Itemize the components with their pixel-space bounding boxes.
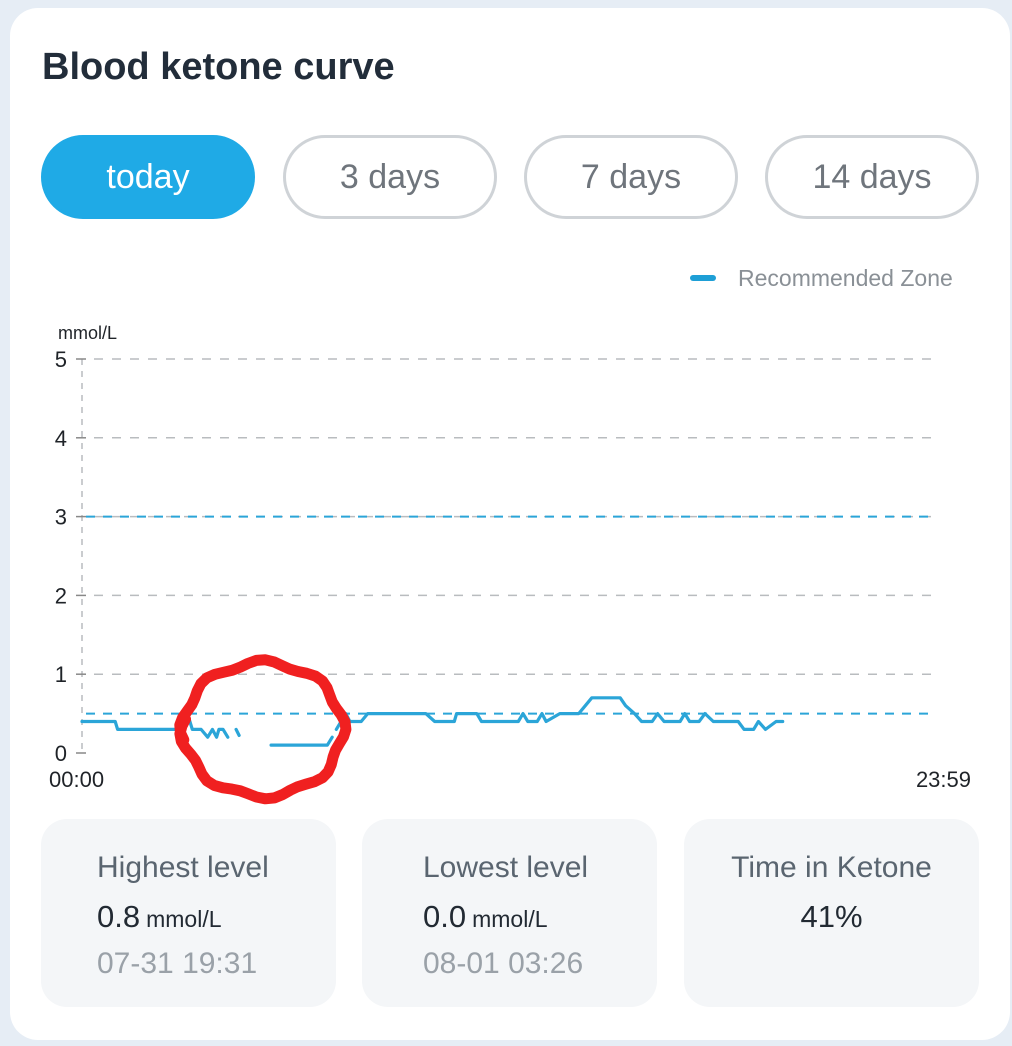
lowest-level-value: 0.0 — [423, 899, 467, 934]
y-tick-label: 0 — [55, 741, 67, 766]
y-tick-label: 4 — [55, 426, 67, 451]
lowest-level-title: Lowest level — [423, 851, 589, 884]
highest-level-unit: mmol/L — [146, 906, 222, 932]
lowest-level-time: 08-01 03:26 — [423, 947, 584, 980]
series-line-segment — [334, 696, 785, 731]
lowest-level-value-row: 0.0 mmol/L — [423, 899, 548, 935]
series-line-segment — [269, 735, 334, 747]
x-tick-label-start: 00:00 — [49, 767, 104, 792]
y-tick-label: 2 — [55, 583, 67, 608]
y-axis-unit-label: mmol/L — [58, 323, 117, 343]
legend-swatch — [690, 275, 716, 281]
ketone-chart: 0 1 2 3 4 5 mmol/L 00:00 23:59 — [49, 323, 971, 805]
y-tick-label: 3 — [55, 505, 67, 530]
highest-level-card: Highest level 0.8 mmol/L 07-31 19:31 — [41, 819, 336, 1007]
highest-level-title: Highest level — [97, 851, 269, 884]
red-circle-annotation — [174, 654, 352, 805]
lowest-level-unit: mmol/L — [472, 906, 548, 932]
legend-label: Recommended Zone — [738, 264, 953, 291]
y-tick-label: 1 — [55, 662, 67, 687]
recommended-zone — [86, 515, 935, 715]
annotation-layer — [174, 654, 352, 805]
page-title: Blood ketone curve — [42, 46, 395, 88]
tab-today[interactable]: today — [41, 135, 255, 219]
highest-level-value: 0.8 — [97, 899, 141, 934]
axis-labels: 0 1 2 3 4 5 mmol/L 00:00 23:59 — [49, 323, 971, 792]
time-in-ketone-card: Time in Ketone 41% — [684, 819, 979, 1007]
chart-legend: Recommended Zone — [690, 262, 953, 294]
highest-level-time: 07-31 19:31 — [97, 947, 258, 980]
tab-14-days[interactable]: 14 days — [765, 135, 979, 219]
range-tabs: today 3 days 7 days 14 days — [41, 135, 981, 219]
chart-grid — [76, 358, 935, 754]
ketone-line — [80, 696, 785, 747]
time-in-ketone-title: Time in Ketone — [731, 851, 932, 884]
x-tick-label-end: 23:59 — [916, 767, 971, 792]
series-line-segment — [80, 712, 230, 739]
lowest-level-card: Lowest level 0.0 mmol/L 08-01 03:26 — [362, 819, 657, 1007]
time-in-ketone-value: 41% — [800, 899, 863, 934]
highest-level-value-row: 0.8 mmol/L — [97, 899, 222, 935]
y-tick-label: 5 — [55, 347, 67, 372]
tab-7-days[interactable]: 7 days — [524, 135, 738, 219]
tab-3-days[interactable]: 3 days — [283, 135, 497, 219]
series-line-segment — [234, 727, 241, 737]
